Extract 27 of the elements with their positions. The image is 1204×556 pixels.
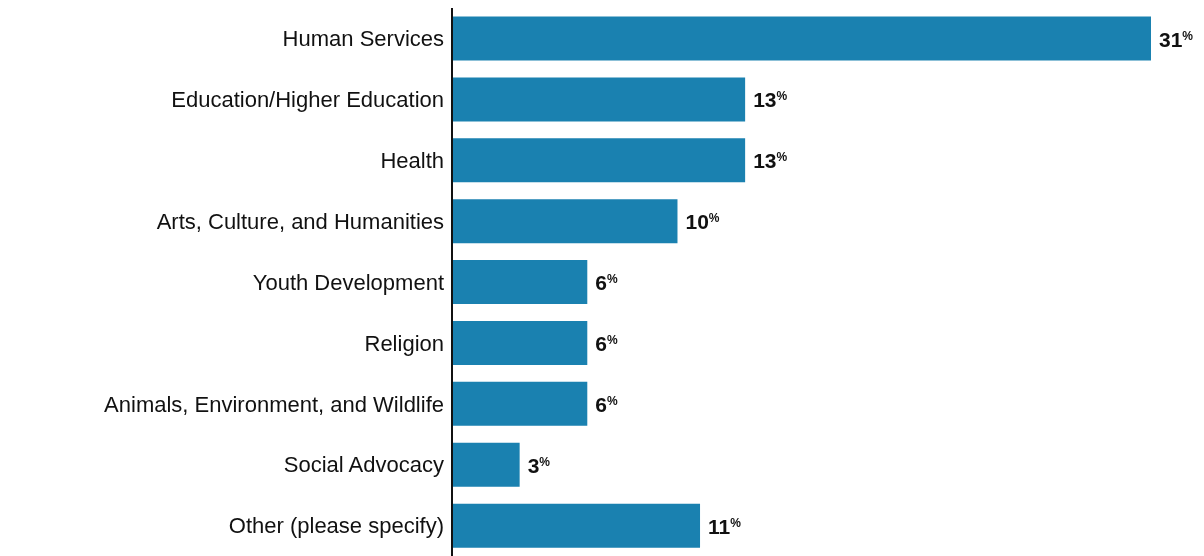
data-label: 13$^{%}$ [753, 88, 788, 112]
y-tick-label: Animals, Environment, and Wildlife [104, 391, 444, 417]
bar [452, 138, 746, 183]
bar [452, 442, 520, 487]
data-label: 11$^{%}$ [708, 514, 742, 538]
y-tick-label: Education/Higher Education [171, 87, 444, 113]
y-tick-label: Religion [364, 330, 444, 356]
data-label: 6$^{%}$ [595, 392, 618, 416]
bar [452, 199, 678, 244]
y-tick-label: Health [380, 148, 444, 174]
bar [452, 260, 588, 305]
data-label: 6$^{%}$ [595, 271, 618, 295]
data-label: 31$^{%}$ [1159, 27, 1194, 51]
bar [452, 77, 746, 122]
y-tick-label: Human Services [282, 26, 444, 52]
data-label: 6$^{%}$ [595, 331, 618, 355]
bar [452, 503, 701, 548]
bar [452, 320, 588, 365]
data-label: 10$^{%}$ [685, 210, 720, 234]
data-label: 13$^{%}$ [753, 149, 788, 173]
data-label: 3$^{%}$ [527, 453, 551, 477]
bar [452, 16, 1151, 61]
y-tick-label: Other (please specify) [228, 513, 444, 539]
y-tick-label: Arts, Culture, and Humanities [156, 208, 444, 234]
y-tick-label: Youth Development [252, 269, 444, 295]
y-tick-label: Social Advocacy [283, 452, 444, 478]
bar [452, 381, 588, 426]
